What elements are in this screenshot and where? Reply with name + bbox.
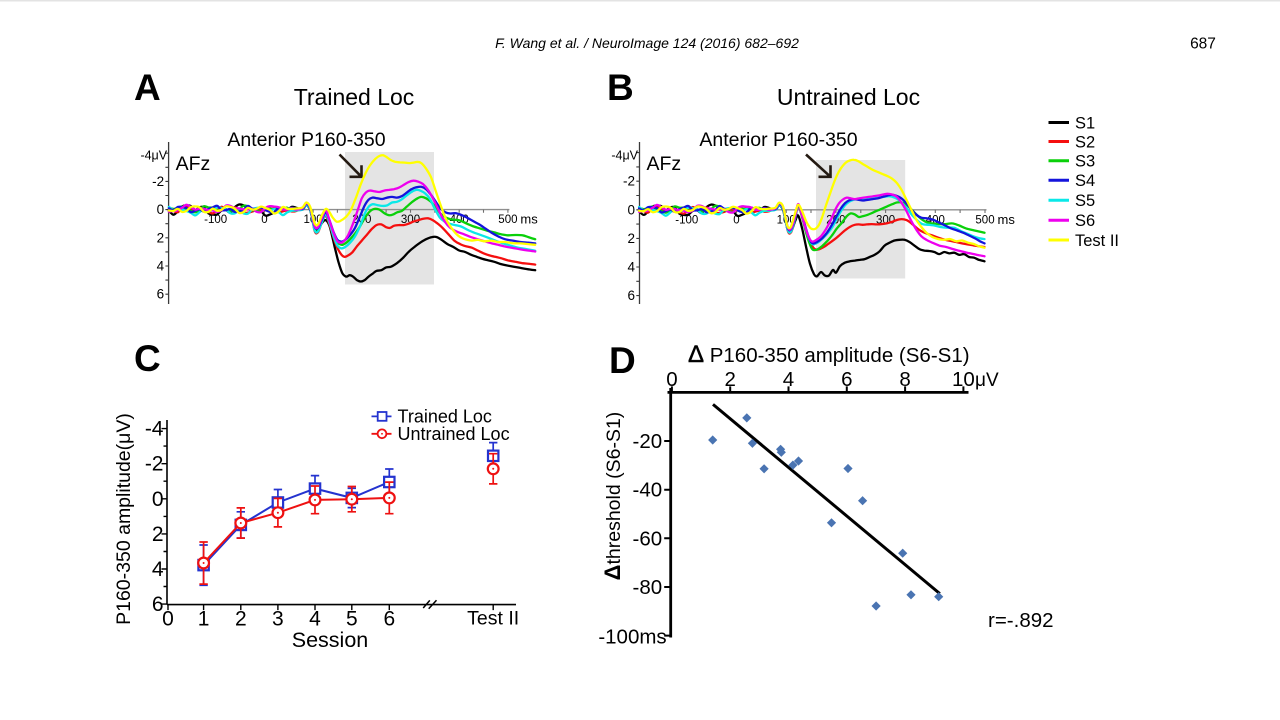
svg-text:-4μV: -4μV: [140, 149, 167, 163]
svg-text:Session: Session: [292, 628, 369, 652]
svg-text:r=-.892: r=-.892: [988, 609, 1054, 632]
svg-text:0: 0: [162, 608, 174, 631]
svg-text:AFz: AFz: [176, 153, 211, 175]
svg-text:0: 0: [666, 368, 677, 391]
svg-text:-100ms: -100ms: [598, 626, 666, 649]
svg-text:10: 10: [952, 368, 975, 391]
svg-text:6: 6: [841, 368, 852, 391]
svg-text:4: 4: [627, 260, 635, 275]
svg-text:-2: -2: [145, 453, 164, 476]
svg-text:6: 6: [383, 608, 395, 631]
svg-text:6: 6: [627, 288, 635, 303]
svg-text:Untrained Loc: Untrained Loc: [398, 424, 510, 444]
svg-text:Test II: Test II: [1075, 232, 1119, 250]
svg-text:3: 3: [272, 608, 284, 631]
svg-text:6: 6: [157, 287, 165, 302]
svg-text:A: A: [134, 67, 161, 108]
svg-text:8: 8: [899, 368, 910, 391]
svg-text:2: 2: [152, 523, 164, 546]
svg-text:Δ P160-350 amplitude (S6-S1): Δ P160-350 amplitude (S6-S1): [688, 341, 970, 368]
svg-text:S4: S4: [1075, 172, 1095, 190]
svg-text:Anterior P160-350: Anterior P160-350: [699, 129, 857, 151]
svg-text:S5: S5: [1075, 192, 1095, 210]
svg-text:4: 4: [157, 259, 165, 274]
svg-text:B: B: [607, 67, 634, 108]
svg-text:-80: -80: [633, 576, 663, 599]
svg-text:-4: -4: [145, 418, 164, 441]
svg-text:687: 687: [1190, 36, 1216, 53]
svg-text:-20: -20: [633, 430, 663, 453]
svg-text:-60: -60: [633, 527, 663, 550]
svg-text:ms: ms: [520, 212, 538, 227]
svg-text:S3: S3: [1075, 153, 1095, 171]
svg-text:2: 2: [235, 608, 247, 631]
svg-text:0: 0: [261, 214, 267, 226]
svg-text:6: 6: [152, 593, 164, 616]
svg-text:μV: μV: [975, 370, 999, 391]
svg-text:D: D: [609, 340, 636, 381]
svg-text:5: 5: [346, 608, 358, 631]
svg-text:2: 2: [724, 368, 735, 391]
svg-text:4: 4: [783, 368, 794, 391]
svg-text:1: 1: [198, 608, 210, 631]
svg-text:ms: ms: [998, 212, 1016, 227]
svg-text:Trained Loc: Trained Loc: [294, 84, 415, 110]
svg-text:F. Wang et al. / NeuroImage 12: F. Wang et al. / NeuroImage 124 (2016) 6…: [495, 35, 799, 51]
svg-text:Test II: Test II: [467, 608, 519, 630]
svg-text:0: 0: [157, 202, 165, 217]
svg-text:0: 0: [733, 214, 739, 226]
svg-text:0: 0: [152, 488, 164, 511]
svg-text:0: 0: [627, 202, 635, 217]
svg-text:S2: S2: [1075, 133, 1095, 151]
svg-text:2: 2: [157, 230, 165, 245]
svg-text:-2: -2: [152, 174, 164, 189]
svg-text:-2: -2: [623, 174, 635, 189]
svg-text:Trained Loc: Trained Loc: [398, 407, 492, 427]
svg-text:300: 300: [401, 214, 420, 226]
svg-text:500: 500: [498, 214, 517, 226]
svg-text:Δthreshold (S6-S1): Δthreshold (S6-S1): [600, 412, 625, 581]
svg-text:S1: S1: [1075, 114, 1095, 132]
svg-text:-100: -100: [675, 214, 698, 226]
svg-text:500: 500: [975, 214, 994, 226]
svg-text:P160-350 amplitude(μV): P160-350 amplitude(μV): [113, 413, 135, 625]
svg-text:C: C: [134, 338, 161, 379]
svg-text:-40: -40: [633, 479, 663, 502]
svg-text:-100: -100: [204, 214, 227, 226]
svg-text:S6: S6: [1075, 212, 1095, 230]
svg-text:-4μV: -4μV: [611, 149, 638, 163]
svg-text:AFz: AFz: [647, 153, 682, 175]
svg-text:4: 4: [309, 608, 321, 631]
svg-text:2: 2: [627, 231, 635, 246]
svg-text:Anterior P160-350: Anterior P160-350: [227, 129, 385, 151]
svg-text:4: 4: [152, 558, 164, 581]
svg-text:Untrained Loc: Untrained Loc: [777, 84, 920, 110]
